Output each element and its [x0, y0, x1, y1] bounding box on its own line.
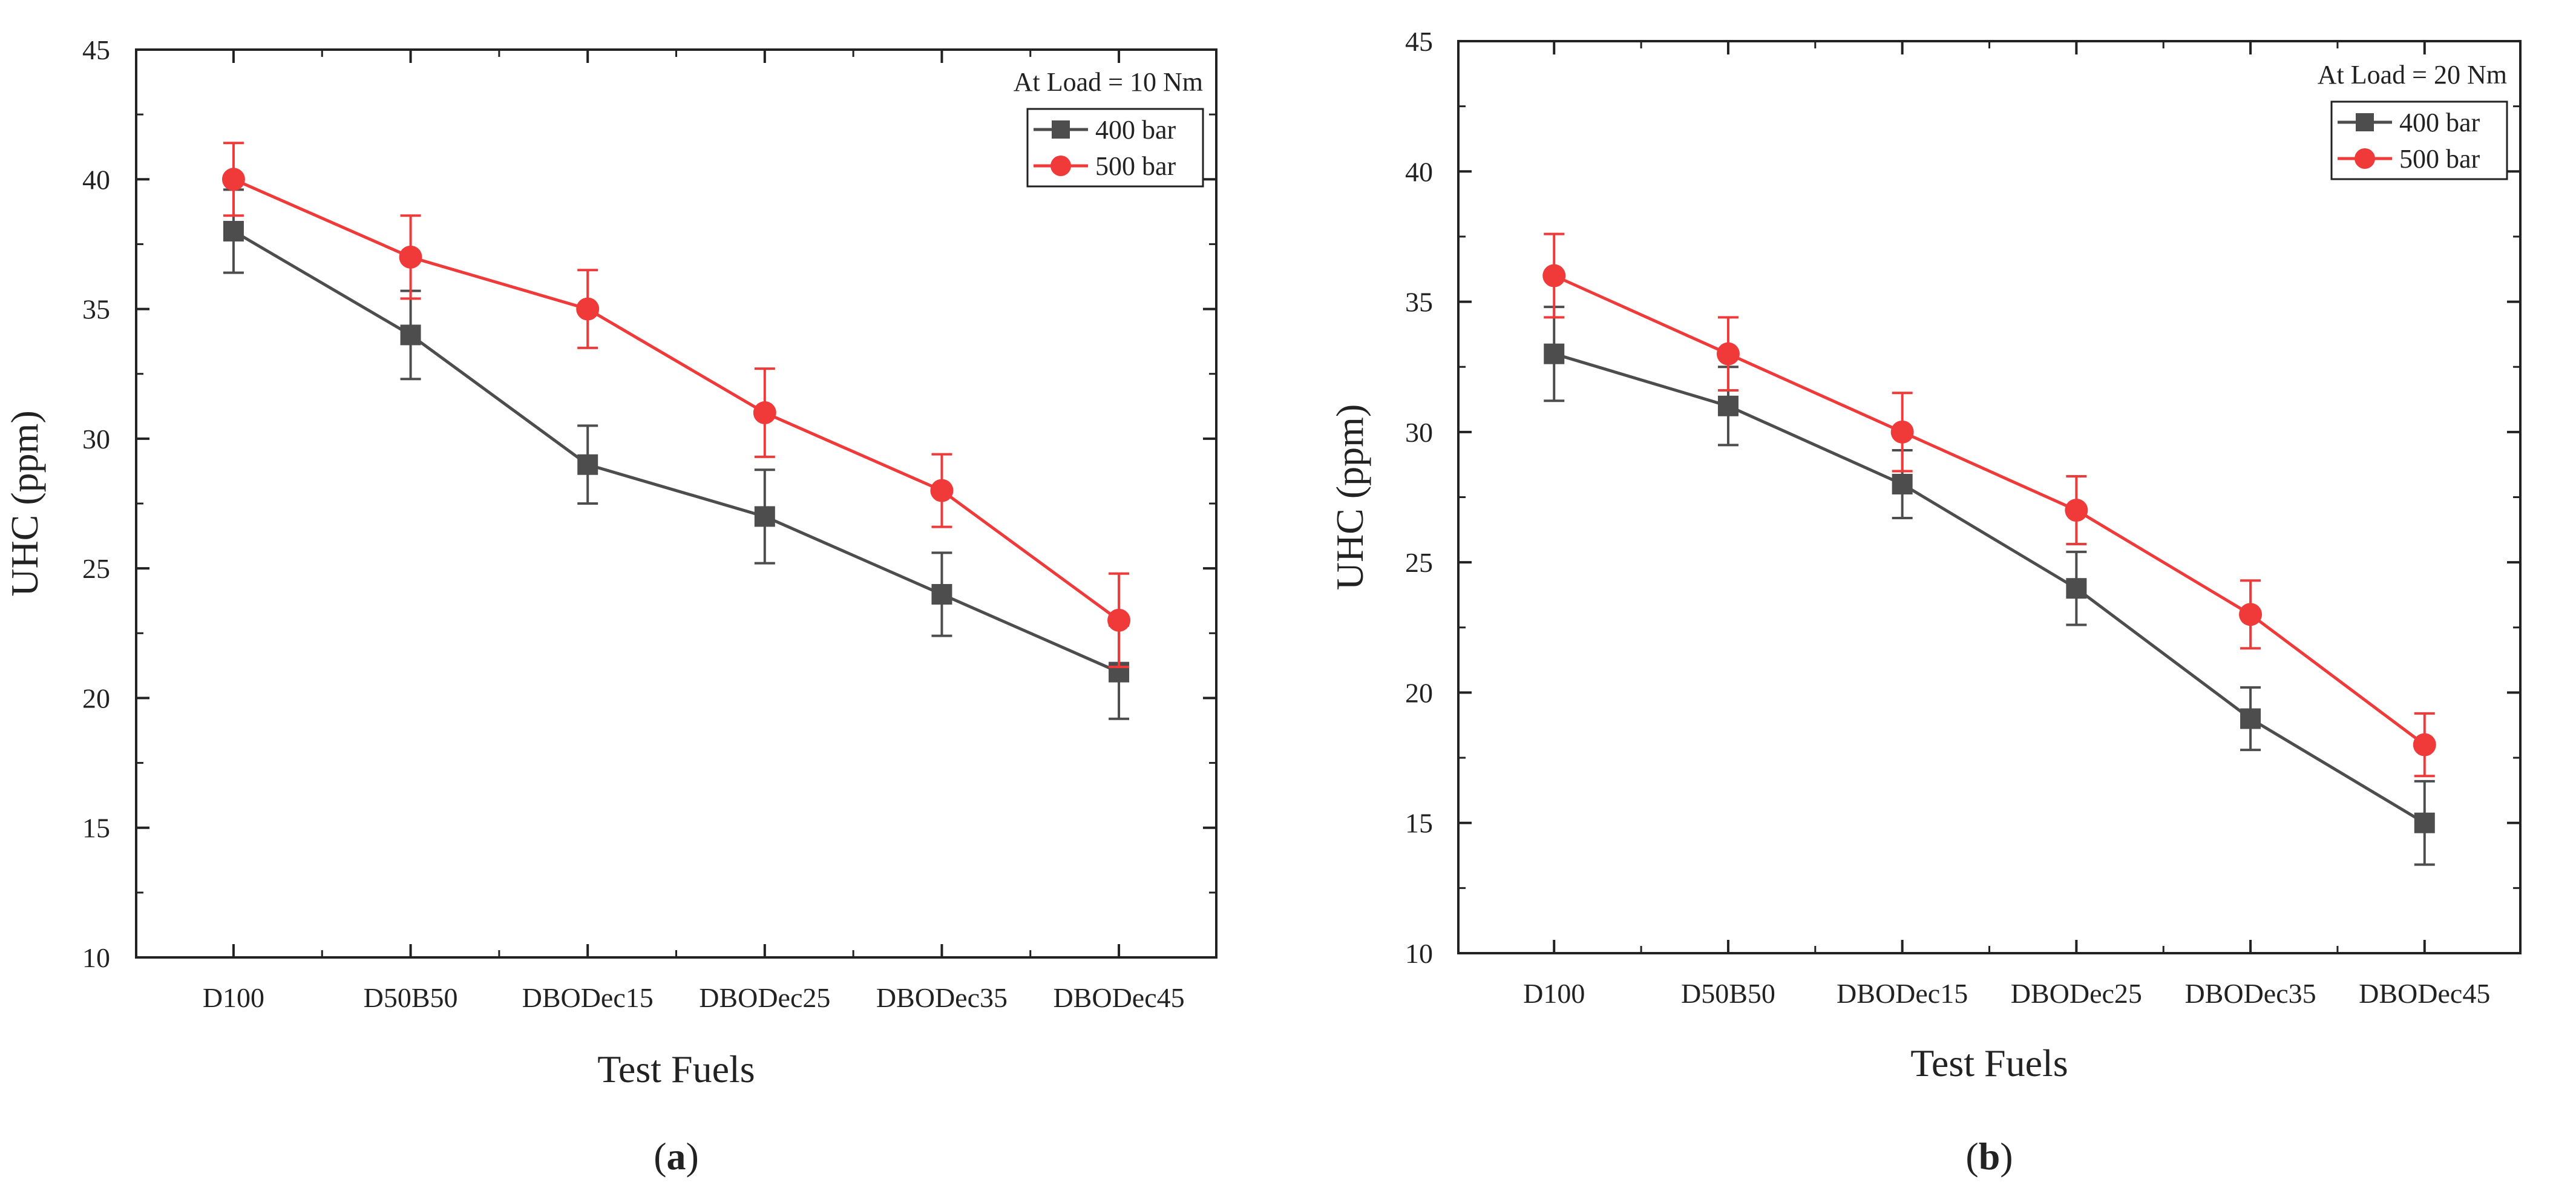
series-line: [232, 177, 1120, 622]
y-tick-label: 25: [82, 553, 110, 584]
y-tick-label: 35: [82, 294, 110, 325]
x-tick-label: D50B50: [1681, 978, 1775, 1009]
y-axis-title: UHC (ppm): [3, 410, 46, 597]
caption-open-paren: (: [654, 1135, 666, 1178]
series-400-bar: [223, 188, 1130, 720]
data-point: [2413, 733, 2436, 756]
data-point: [577, 454, 598, 475]
chart-panel-a: 10 15 20 25 30 35 40 45 D100 D50B50 DBODec15 DBODec…: [3, 34, 1218, 1178]
chart-panel-b: 10 15 20 25 30 35 40 45 D100 D50B50 DBODec15 DBODec…: [1328, 26, 2522, 1178]
data-point: [2066, 578, 2087, 599]
x-axis-title: Test Fuels: [1910, 1042, 2068, 1085]
caption-open-paren: (: [1965, 1135, 1978, 1178]
data-point: [2239, 603, 2263, 626]
x-tick-label: DBODec15: [1837, 978, 1968, 1009]
legend: 400 bar 500 bar: [2330, 100, 2508, 180]
data-point: [2414, 812, 2435, 833]
data-point: [1544, 343, 1565, 364]
x-tick-label: DBODec35: [876, 982, 1008, 1013]
x-tick-label: D50B50: [364, 982, 458, 1013]
y-tick-label: 15: [1405, 808, 1433, 839]
x-tick-label: D100: [203, 982, 264, 1013]
data-point: [400, 324, 421, 346]
series-400-bar: [1544, 306, 2435, 866]
x-tick-label: DBODec25: [2011, 978, 2142, 1009]
caption-letter: b: [1979, 1135, 2001, 1178]
legend-label: 500 bar: [1095, 151, 1176, 181]
caption-close-paren: ): [686, 1135, 699, 1178]
x-axis-title: Test Fuels: [597, 1048, 755, 1091]
y-tick-label: 30: [82, 424, 110, 455]
legend-label: 400 bar: [2399, 108, 2480, 137]
data-point: [221, 168, 245, 191]
y-tick-label: 25: [1405, 547, 1433, 578]
y-axis-title: UHC (ppm): [1328, 404, 1371, 591]
load-annotation: At Load = 10 Nm: [1014, 67, 1203, 97]
load-annotation: At Load = 20 Nm: [2318, 60, 2507, 90]
legend: 400 bar 500 bar: [1026, 108, 1204, 188]
panel-caption: (a): [654, 1135, 699, 1178]
series-500-bar: [221, 142, 1131, 668]
y-tick-label: 40: [82, 164, 110, 195]
legend-label: 500 bar: [2399, 144, 2480, 174]
x-tick-label: DBODec25: [699, 982, 830, 1013]
y-tick-label: 10: [82, 942, 110, 973]
data-point: [2065, 499, 2088, 522]
data-point: [1890, 420, 1914, 444]
legend-marker: [2355, 148, 2375, 169]
data-point: [1107, 608, 1131, 632]
y-tick-label: 45: [1405, 26, 1433, 57]
x-tick-label: DBODec35: [2184, 978, 2316, 1009]
data-point: [754, 506, 775, 527]
y-tick-label: 20: [82, 683, 110, 714]
data-point: [931, 584, 952, 605]
caption-close-paren: ): [2000, 1135, 2013, 1178]
y-tick-label: 35: [1405, 287, 1433, 318]
y-tick-label: 15: [82, 813, 110, 844]
panel-caption: (b): [1965, 1135, 2013, 1178]
legend-marker: [1052, 120, 1070, 139]
data-point: [1717, 395, 1739, 416]
data-point: [753, 401, 776, 424]
data-point: [1542, 264, 1566, 287]
series-line: [1553, 352, 2426, 824]
x-tick-label: D100: [1523, 978, 1585, 1009]
y-tick-label: 40: [1405, 156, 1433, 187]
data-point: [576, 297, 600, 321]
data-point: [399, 245, 422, 269]
data-point: [223, 221, 244, 241]
series-line: [232, 229, 1120, 674]
data-point: [1892, 473, 1913, 494]
data-point: [2240, 708, 2261, 729]
y-tick-label: 45: [82, 34, 110, 65]
x-tick-label: DBODec15: [522, 982, 654, 1013]
y-tick-label: 30: [1405, 417, 1433, 448]
data-point: [930, 479, 954, 502]
y-tick-label: 20: [1405, 677, 1433, 708]
legend-label: 400 bar: [1095, 115, 1176, 145]
legend-marker: [2356, 113, 2374, 131]
x-tick-label: DBODec45: [2359, 978, 2490, 1009]
legend-marker: [1050, 156, 1071, 176]
series-500-bar: [1542, 232, 2436, 778]
data-point: [1716, 342, 1740, 366]
series-line: [1553, 274, 2426, 746]
x-tick-label: DBODec45: [1053, 982, 1184, 1013]
caption-letter: a: [667, 1135, 686, 1178]
y-tick-label: 10: [1405, 938, 1433, 969]
